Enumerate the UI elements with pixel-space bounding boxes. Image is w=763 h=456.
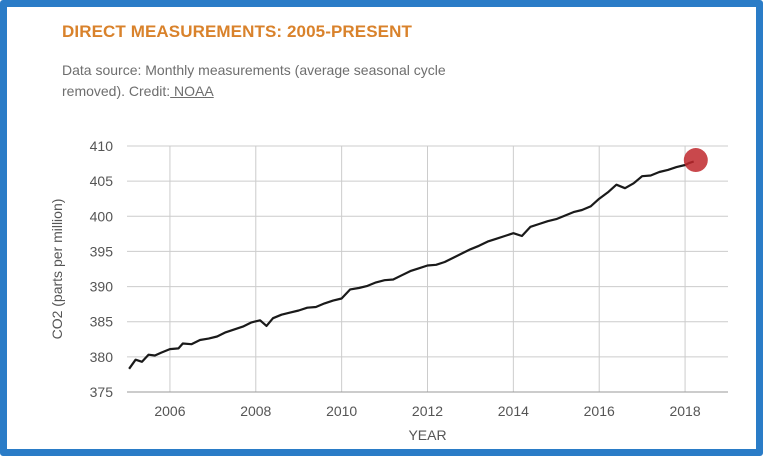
latest-value-marker[interactable] [683,148,708,173]
co2-series-line [128,160,695,370]
y-tick-label: 400 [90,208,114,224]
series-layer [128,160,695,370]
data-source-text: Data source: Monthly measurements (avera… [62,60,502,102]
x-tick-label: 2010 [326,403,357,419]
data-source-label: Data source: Monthly measurements (avera… [62,62,446,99]
x-tick-label: 2008 [240,403,271,419]
x-tick-label: 2018 [669,403,700,419]
y-tick-label: 395 [90,243,114,259]
noaa-credit-link[interactable]: NOAA [170,83,214,99]
x-tick-label: 2012 [412,403,443,419]
y-tick-label: 375 [90,384,114,400]
grid-lines [127,145,728,393]
highlight-layer [683,148,708,173]
y-tick-label: 405 [90,173,114,189]
x-tick-label: 2006 [154,403,185,419]
y-tick-label: 390 [90,279,114,295]
y-tick-label: 380 [90,349,114,365]
y-axis-title: CO2 (parts per million) [49,199,65,340]
x-tick-label: 2014 [498,403,529,419]
x-axis-title: YEAR [408,427,446,443]
x-tick-label: 2016 [584,403,615,419]
chart-title: DIRECT MEASUREMENTS: 2005-PRESENT [62,22,412,41]
y-tick-label: 410 [90,138,114,154]
y-tick-label: 385 [90,314,114,330]
tick-labels: 375 380 385 390 395 400 405 410 2006 2008 2010 2012… [90,138,701,419]
